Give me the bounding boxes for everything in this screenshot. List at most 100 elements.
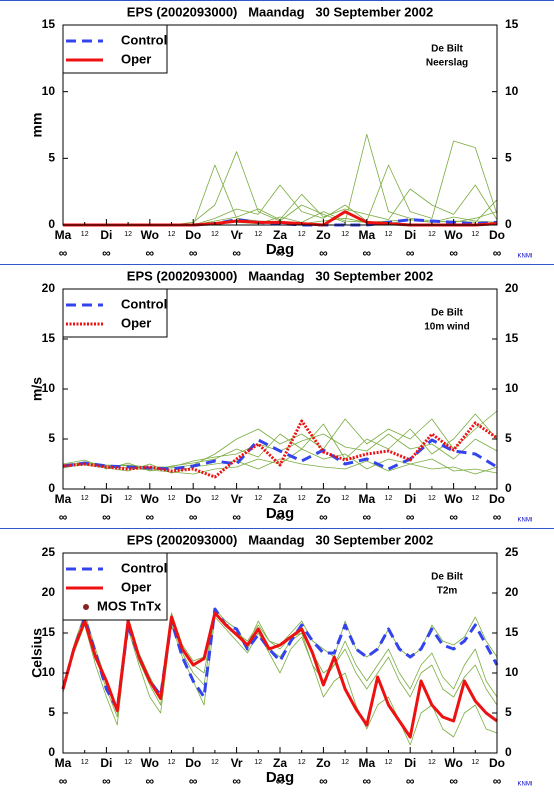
day-mark: ∞ <box>59 246 68 260</box>
y2-tick-label: 20 <box>505 281 519 295</box>
x-tick-label: 12 <box>341 759 349 766</box>
x-tick-label: 12 <box>168 231 176 238</box>
annotation: De Bilt <box>431 572 463 583</box>
x-tick-label: Do <box>489 492 505 506</box>
x-tick-label: 12 <box>168 759 176 766</box>
day-mark: ∞ <box>493 246 502 260</box>
day-mark: ∞ <box>363 774 372 788</box>
day-mark: ∞ <box>59 774 68 788</box>
x-tick-label: Vr <box>231 228 243 242</box>
y2-tick-label: 0 <box>505 217 512 231</box>
x-tick-label: 12 <box>385 495 393 502</box>
x-tick-label: Di <box>404 756 416 770</box>
y-tick-label: 20 <box>42 281 56 295</box>
x-tick-label: Wo <box>444 756 462 770</box>
x-axis-label: Dag <box>266 241 294 258</box>
day-mark: ∞ <box>406 510 415 524</box>
y-tick-label: 25 <box>42 545 56 559</box>
day-mark: ∞ <box>493 510 502 524</box>
day-mark: ∞ <box>146 510 155 524</box>
x-tick-label: 12 <box>254 759 262 766</box>
x-tick-label: Di <box>100 492 112 506</box>
x-tick-label: 12 <box>385 759 393 766</box>
x-tick-label: Wo <box>141 756 159 770</box>
x-tick-label: 12 <box>81 495 89 502</box>
x-tick-label: Wo <box>444 228 462 242</box>
member-line <box>63 133 498 226</box>
y-tick-label: 15 <box>42 331 56 345</box>
x-tick-label: 12 <box>211 759 219 766</box>
x-tick-label: Zo <box>316 756 331 770</box>
y2-tick-label: 20 <box>505 585 519 599</box>
day-mark: ∞ <box>493 774 502 788</box>
chart-title: EPS (2002093000) Maandag 30 September 20… <box>127 532 433 547</box>
panel: EPS (2002093000) Maandag 30 September 20… <box>29 532 533 788</box>
chart-title: EPS (2002093000) Maandag 30 September 20… <box>127 4 433 19</box>
x-tick-label: Vr <box>231 756 243 770</box>
member-line <box>63 140 498 226</box>
x-tick-label: Ma <box>55 492 72 506</box>
y-tick-label: 5 <box>48 705 55 719</box>
y2-tick-label: 15 <box>505 331 519 345</box>
x-tick-label: Wo <box>444 492 462 506</box>
x-tick-label: Ma <box>55 228 72 242</box>
day-mark: ∞ <box>146 246 155 260</box>
x-tick-label: Di <box>404 492 416 506</box>
credit: KNMI <box>518 518 533 524</box>
x-tick-label: 12 <box>428 495 436 502</box>
day-mark: ∞ <box>232 510 241 524</box>
member-line <box>62 616 498 746</box>
y2-tick-label: 0 <box>505 481 512 495</box>
day-mark: ∞ <box>449 510 458 524</box>
x-tick-label: Do <box>489 756 505 770</box>
x-tick-label: Di <box>100 756 112 770</box>
member-line <box>62 448 498 475</box>
y-axis-label: Celsius <box>29 628 45 678</box>
x-tick-label: 12 <box>81 231 89 238</box>
annotation: 10m wind <box>424 322 470 333</box>
y-tick-label: 10 <box>42 84 56 98</box>
member-line <box>62 413 498 472</box>
day-mark: ∞ <box>449 246 458 260</box>
day-mark: ∞ <box>276 246 285 260</box>
y2-tick-label: 10 <box>505 665 519 679</box>
chart-title: EPS (2002093000) Maandag 30 September 20… <box>127 268 433 283</box>
y-tick-label: 20 <box>42 585 56 599</box>
day-mark: ∞ <box>232 774 241 788</box>
day-mark: ∞ <box>406 246 415 260</box>
y-tick-label: 10 <box>42 665 56 679</box>
x-tick-label: Vr <box>231 492 243 506</box>
x-tick-label: 12 <box>298 759 306 766</box>
x-tick-label: 12 <box>298 231 306 238</box>
x-tick-label: 12 <box>254 495 262 502</box>
panel: EPS (2002093000) Maandag 30 September 20… <box>29 4 533 260</box>
day-mark: ∞ <box>189 774 198 788</box>
x-axis-label: Dag <box>266 505 294 522</box>
day-mark: ∞ <box>102 510 111 524</box>
x-tick-label: 12 <box>211 231 219 238</box>
x-tick-label: Zo <box>316 228 331 242</box>
x-tick-label: 12 <box>124 495 132 502</box>
day-mark: ∞ <box>363 246 372 260</box>
x-tick-label: Ma <box>358 228 375 242</box>
x-tick-label: 12 <box>211 495 219 502</box>
x-tick-label: Di <box>100 228 112 242</box>
annotation: T2m <box>437 586 458 597</box>
x-tick-label: 12 <box>254 231 262 238</box>
x-tick-label: Wo <box>141 492 159 506</box>
annotation: De Bilt <box>431 308 463 319</box>
x-tick-label: Za <box>273 228 287 242</box>
y2-tick-label: 5 <box>505 705 512 719</box>
day-mark: ∞ <box>189 510 198 524</box>
day-mark: ∞ <box>319 246 328 260</box>
day-mark: ∞ <box>146 774 155 788</box>
day-mark: ∞ <box>102 246 111 260</box>
legend-label: Control <box>121 32 167 47</box>
y2-tick-label: 25 <box>505 545 519 559</box>
series-line <box>62 438 498 471</box>
x-tick-label: 12 <box>81 759 89 766</box>
legend-label: Control <box>121 296 167 311</box>
legend-box <box>62 24 168 74</box>
x-tick-label: 12 <box>124 231 132 238</box>
